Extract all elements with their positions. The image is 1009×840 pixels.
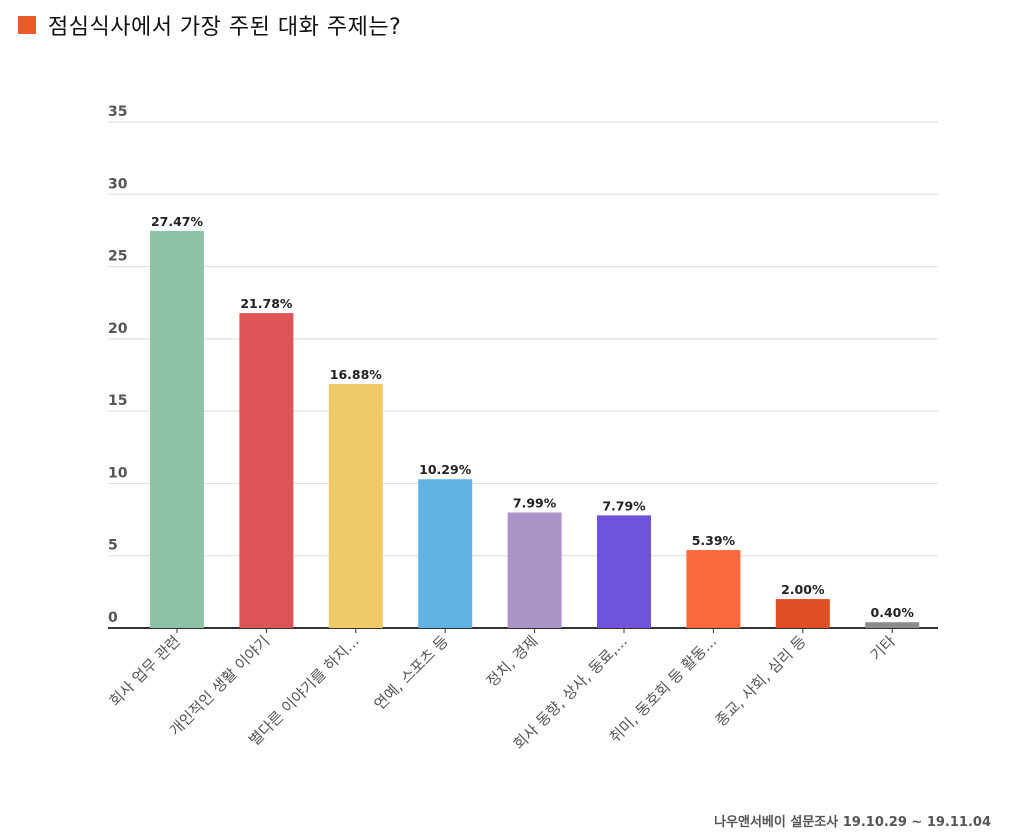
y-tick-label: 15 <box>108 393 127 409</box>
data-label: 0.40% <box>871 605 915 620</box>
chart-title: 점심식사에서 가장 주된 대화 주제는? <box>48 15 402 40</box>
bar <box>686 550 741 628</box>
bar <box>597 515 651 628</box>
chart-title-row: 점심식사에서 가장 주된 대화 주제는? <box>18 8 401 42</box>
x-category-label: 개인적인 생활 이야기 <box>166 632 273 739</box>
source-note: 나우앤서베이 설문조사 19.10.29 ~ 19.11.04 <box>714 815 991 830</box>
y-tick-label: 10 <box>108 465 128 481</box>
y-tick-label: 30 <box>108 176 128 192</box>
y-tick-label: 25 <box>108 249 127 265</box>
data-label: 10.29% <box>419 462 472 477</box>
x-category-label: 정치, 경제 <box>483 632 542 691</box>
data-label: 7.99% <box>513 495 557 510</box>
data-label: 16.88% <box>330 367 383 382</box>
bar <box>150 230 204 628</box>
bar <box>328 383 383 628</box>
bar <box>507 512 562 628</box>
bar <box>775 599 830 628</box>
data-label: 7.79% <box>602 498 646 513</box>
x-category-label: 종교, 사회, 심리 등 <box>712 632 810 730</box>
data-label: 21.78% <box>240 296 293 311</box>
y-tick-label: 0 <box>108 610 118 626</box>
title-marker-square <box>18 16 36 34</box>
y-tick-label: 5 <box>108 538 118 554</box>
y-tick-label: 35 <box>108 104 127 120</box>
data-label: 27.47% <box>151 214 204 229</box>
bar <box>865 622 920 628</box>
x-category-label: 회사 업무 관련 <box>106 632 184 710</box>
x-category-label: 기타 <box>867 632 899 664</box>
bar <box>239 313 294 628</box>
data-label: 2.00% <box>781 582 825 597</box>
bar <box>418 479 473 628</box>
data-label: 5.39% <box>692 533 736 548</box>
y-tick-label: 20 <box>108 321 128 337</box>
x-category-label: 연예, 스포츠 등 <box>371 632 453 714</box>
